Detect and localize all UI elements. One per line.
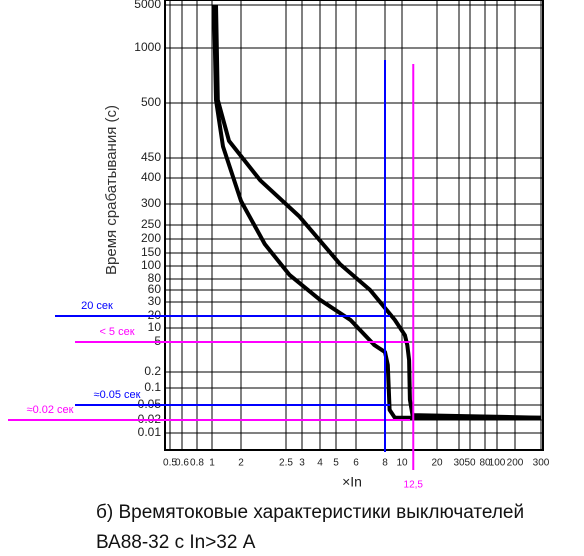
y-tick-label: 200: [141, 231, 161, 245]
y-tick-label: 150: [141, 245, 161, 259]
x-tick-label: 1: [209, 458, 215, 469]
x-tick-label: 2.5: [279, 458, 293, 469]
y-tick-label: 0.1: [144, 380, 161, 394]
x-tick-label: 4: [317, 458, 323, 469]
reference-label: ≈0.02 сек: [27, 404, 74, 416]
y-tick-label: 100: [141, 258, 161, 272]
x-tick-label: 8: [382, 458, 388, 469]
x-tick-label: 3: [299, 458, 305, 469]
reference-label: 12,5: [404, 480, 424, 491]
x-tick-label: 300: [533, 458, 550, 469]
y-tick-label: 10: [148, 320, 162, 334]
y-tick-label: 30: [148, 294, 162, 308]
y-tick-label: 0.01: [138, 425, 162, 439]
y-tick-label: 80: [148, 271, 162, 285]
x-tick-label: 0.5: [163, 458, 177, 469]
x-tick-label: 100: [489, 458, 506, 469]
x-tick-label: 2: [238, 458, 244, 469]
caption-line: б) Времятоковые характеристики выключате…: [96, 502, 524, 523]
y-tick-label: 1000: [134, 40, 161, 54]
curve: [212, 4, 541, 420]
x-tick-label: 5: [333, 458, 339, 469]
x-tick-label: 0.8: [190, 458, 204, 469]
x-axis-label: ×In: [342, 474, 362, 490]
y-tick-label: 0.2: [144, 364, 161, 378]
y-tick-label: 500: [141, 95, 161, 109]
y-tick-label: 300: [141, 196, 161, 210]
x-tick-label: 30: [453, 458, 465, 469]
y-tick-label: 5000: [134, 0, 161, 11]
y-axis-label: Время срабатывания (с): [103, 105, 120, 275]
x-tick-label: 200: [507, 458, 524, 469]
x-tick-label: 0.6: [175, 458, 189, 469]
y-tick-label: 60: [148, 282, 162, 296]
y-tick-label: 250: [141, 217, 161, 231]
reference-label: 20 сек: [81, 300, 113, 312]
x-tick-label: 20: [431, 458, 443, 469]
curve: [214, 4, 542, 420]
x-tick-label: 50: [464, 458, 476, 469]
y-tick-label: 450: [141, 150, 161, 164]
reference-label: < 5 сек: [99, 326, 134, 338]
x-tick-label: 80: [479, 458, 491, 469]
x-tick-label: 10: [396, 458, 408, 469]
reference-label: ≈0.05 сек: [94, 389, 141, 401]
x-tick-label: 6: [353, 458, 359, 469]
y-tick-label: 400: [141, 170, 161, 184]
caption-line: ВА88-32 с In>32 А: [96, 532, 256, 553]
